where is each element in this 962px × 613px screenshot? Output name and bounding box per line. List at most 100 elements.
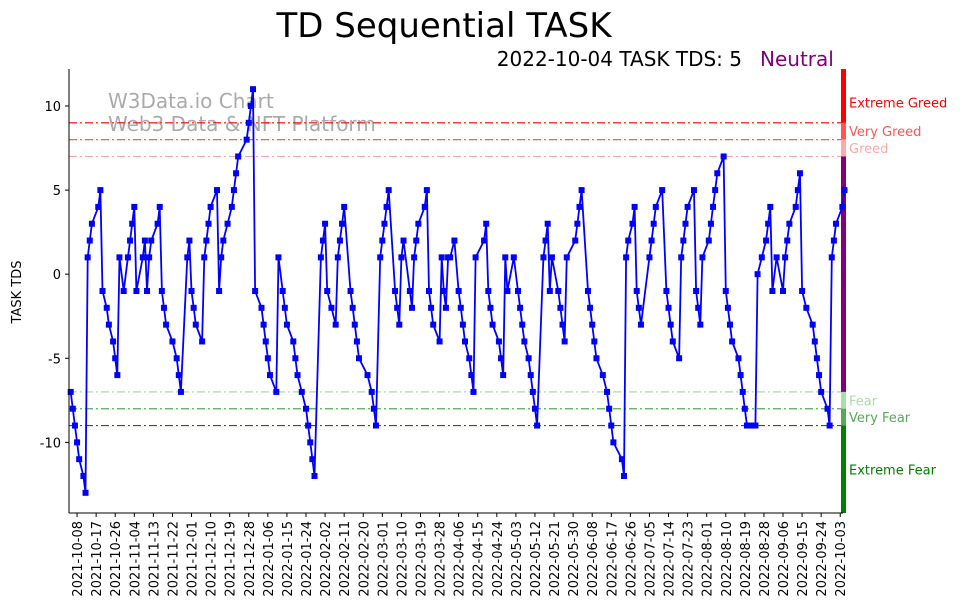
data-point	[457, 304, 464, 311]
data-point	[442, 304, 449, 311]
data-point	[186, 237, 193, 244]
data-point	[169, 338, 176, 345]
data-point	[163, 321, 170, 328]
data-point	[392, 288, 399, 294]
data-point	[440, 288, 447, 294]
x-tick-label: 2022-05-30	[567, 521, 582, 597]
data-point	[705, 237, 712, 244]
data-point	[495, 338, 502, 345]
x-tick-label: 2022-08-10	[720, 521, 735, 597]
data-point	[739, 388, 746, 395]
data-point	[67, 388, 74, 395]
data-point	[557, 304, 564, 311]
data-point	[82, 489, 89, 496]
data-point	[504, 288, 511, 294]
data-point	[218, 254, 225, 261]
data-point	[131, 203, 138, 210]
data-point	[158, 288, 165, 294]
data-point	[396, 321, 403, 328]
data-point	[349, 304, 356, 311]
data-point	[646, 254, 653, 261]
data-point	[86, 237, 93, 244]
data-point	[309, 456, 316, 463]
data-point	[813, 355, 820, 362]
x-tick-label: 2022-09-24	[815, 521, 830, 597]
zone-label-very-fear: Very Fear	[849, 411, 911, 426]
data-point	[599, 372, 606, 379]
data-point	[190, 304, 197, 311]
chart-subtitle: 2022-10-04 TASK TDS: 5	[497, 47, 742, 71]
data-point	[608, 422, 615, 429]
data-point	[714, 170, 721, 177]
data-point	[462, 338, 469, 345]
data-point	[470, 388, 477, 395]
data-point	[519, 321, 526, 328]
data-point	[303, 405, 310, 412]
x-tick-label: 2022-05-21	[548, 521, 563, 597]
x-tick-label: 2021-11-22	[166, 521, 181, 597]
data-point	[472, 254, 479, 261]
x-tick-label: 2021-12-19	[224, 521, 239, 597]
data-point	[281, 304, 288, 311]
data-point	[154, 220, 161, 227]
data-point	[729, 338, 736, 345]
data-point	[487, 304, 494, 311]
y-tick-label: -5	[48, 352, 61, 367]
data-point	[633, 288, 640, 294]
data-point	[400, 237, 407, 244]
data-point	[311, 473, 318, 479]
data-point	[773, 254, 780, 261]
data-point	[411, 254, 418, 261]
data-point	[283, 321, 290, 328]
data-point	[264, 355, 271, 362]
data-point	[650, 220, 657, 227]
data-point	[260, 321, 267, 328]
data-point	[818, 388, 825, 395]
data-point	[76, 456, 83, 463]
data-point	[332, 321, 339, 328]
watermark-line-1: W3Data.io Chart	[108, 89, 274, 113]
data-point	[144, 288, 151, 294]
data-point	[637, 321, 644, 328]
data-point	[500, 372, 507, 379]
x-tick-label: 2022-05-03	[510, 521, 525, 597]
data-point	[114, 372, 121, 379]
data-point	[521, 338, 528, 345]
data-point	[129, 220, 136, 227]
data-point	[712, 187, 719, 194]
data-point	[631, 203, 638, 210]
data-point	[398, 254, 405, 261]
x-tick-label: 2022-06-26	[624, 521, 639, 597]
data-point	[383, 203, 390, 210]
data-point	[71, 422, 78, 429]
data-point	[741, 405, 748, 412]
chart-title: TD Sequential TASK	[276, 6, 614, 46]
data-point	[796, 170, 803, 177]
zone-label-very-greed: Very Greed	[849, 125, 921, 140]
data-point	[792, 203, 799, 210]
data-point	[510, 254, 517, 261]
data-point	[438, 254, 445, 261]
data-point	[97, 187, 104, 194]
data-point	[515, 288, 522, 294]
watermark-line-2: Web3 Data & NFT Platform	[108, 112, 376, 136]
data-point	[587, 304, 594, 311]
x-tick-label: 2022-05-12	[529, 521, 544, 597]
x-tick-label: 2022-03-01	[376, 521, 391, 597]
data-point	[763, 237, 770, 244]
data-point	[765, 220, 772, 227]
data-point	[213, 187, 220, 194]
data-point	[156, 203, 163, 210]
data-point	[610, 439, 617, 446]
data-point	[69, 405, 76, 412]
data-point	[356, 355, 363, 362]
x-tick-label: 2022-07-14	[663, 521, 678, 597]
data-point	[707, 220, 714, 227]
data-point	[372, 422, 379, 429]
data-point	[192, 321, 199, 328]
data-point	[233, 170, 240, 177]
data-point	[735, 355, 742, 362]
data-point	[720, 153, 727, 160]
data-point	[368, 388, 375, 395]
data-point	[748, 422, 755, 429]
